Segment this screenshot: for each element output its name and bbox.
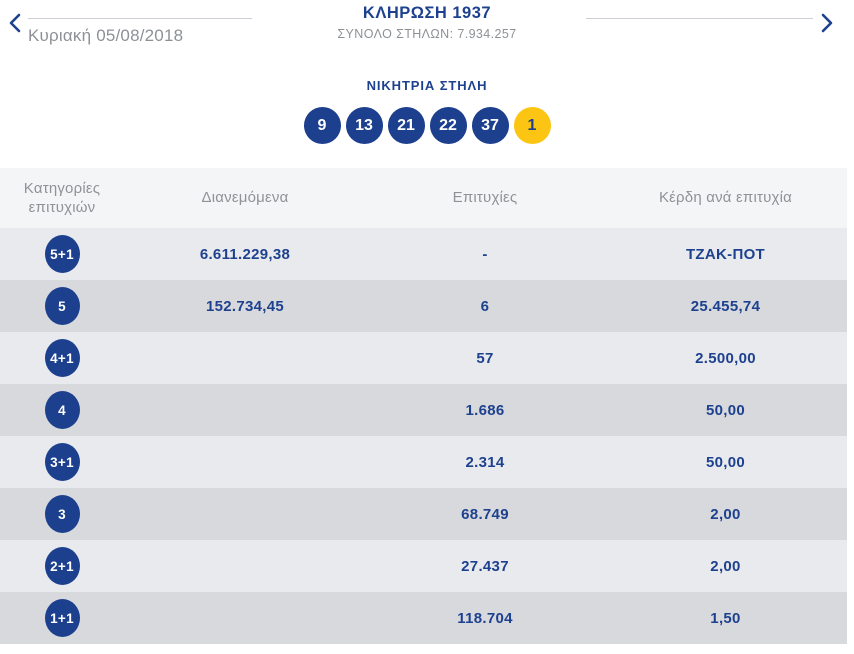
wins-cell: 2.314 (465, 453, 505, 471)
bonus-number-ball: 1 (513, 107, 551, 144)
category-cell: 3+1 (0, 443, 124, 481)
category-badge: 5+1 (44, 235, 80, 273)
prize-cell: 1,50 (710, 609, 741, 627)
winning-number-ball: 37 (471, 107, 509, 144)
prize-cell: 2,00 (710, 557, 741, 575)
category-badge: 3 (44, 495, 80, 533)
wins-cell: 68.749 (461, 505, 509, 523)
prize-cell: 2,00 (710, 505, 741, 523)
category-cell: 4 (0, 391, 124, 429)
category-cell: 2+1 (0, 547, 124, 585)
table-row: 1+1 118.704 1,50 (0, 592, 847, 644)
column-header-prize: Κέρδη ανά επιτυχία (658, 189, 793, 207)
table-row: 3+1 2.314 50,00 (0, 436, 847, 488)
table-row: 5 152.734,45 6 25.455,74 (0, 280, 847, 332)
draw-title: ΚΛΗΡΩΣΗ 1937 (362, 4, 492, 22)
wins-cell: 1.686 (465, 401, 505, 419)
wins-cell: - (482, 245, 488, 263)
category-cell: 3 (0, 495, 124, 533)
table-row: 4+1 57 2.500,00 (0, 332, 847, 384)
winning-number-ball: 13 (345, 107, 383, 144)
wins-cell: 57 (476, 349, 494, 367)
prize-cell: 2.500,00 (695, 349, 756, 367)
category-badge: 5 (44, 287, 80, 325)
category-cell: 5+1 (0, 235, 124, 273)
results-table: Κατηγορίες επιτυχιών Διανεμόμενα Επιτυχί… (0, 168, 847, 644)
winning-numbers: 9 13 21 22 37 1 (0, 107, 854, 144)
category-badge: 3+1 (44, 443, 80, 481)
category-cell: 5 (0, 287, 124, 325)
wins-cell: 118.704 (457, 609, 513, 627)
wins-cell: 6 (480, 297, 490, 315)
distributed-cell: 152.734,45 (205, 297, 285, 315)
winning-number-ball: 22 (429, 107, 467, 144)
category-badge: 4 (44, 391, 80, 429)
wins-cell: 27.437 (461, 557, 509, 575)
prize-cell: ΤΖΑΚ-ΠΟΤ (685, 245, 766, 263)
column-header-category: Κατηγορίες επιτυχιών (23, 179, 101, 217)
winning-column-title: ΝΙΚΗΤΡΙΑ ΣΤΗΛΗ (366, 78, 488, 93)
results-table-body: 5+1 6.611.229,38 - ΤΖΑΚ-ΠΟΤ 5 152.734,45 6 25.4… (0, 228, 847, 644)
table-row: 3 68.749 2,00 (0, 488, 847, 540)
table-row: 2+1 27.437 2,00 (0, 540, 847, 592)
category-badge: 1+1 (44, 599, 80, 637)
previous-draw-button[interactable] (7, 12, 25, 34)
right-divider-line (586, 18, 813, 19)
prize-cell: 50,00 (705, 453, 746, 471)
draw-date: Κυριακή 05/08/2018 (28, 26, 184, 45)
left-divider-line (28, 18, 252, 19)
results-table-header: Κατηγορίες επιτυχιών Διανεμόμενα Επιτυχί… (0, 168, 847, 228)
total-columns-label: ΣΥΝΟΛΟ ΣΤΗΛΩΝ: 7.934.257 (337, 27, 517, 41)
winning-number-ball: 9 (303, 107, 341, 144)
distributed-cell: 6.611.229,38 (199, 245, 291, 263)
table-row: 5+1 6.611.229,38 - ΤΖΑΚ-ΠΟΤ (0, 228, 847, 280)
next-draw-button[interactable] (820, 12, 838, 34)
table-row: 4 1.686 50,00 (0, 384, 847, 436)
prize-cell: 50,00 (705, 401, 746, 419)
winning-number-ball: 21 (387, 107, 425, 144)
draw-navigator: Κυριακή 05/08/2018 ΚΛΗΡΩΣΗ 1937 ΣΥΝΟΛΟ Σ… (0, 0, 854, 64)
column-header-wins: Επιτυχίες (452, 189, 518, 207)
chevron-left-icon (7, 12, 25, 34)
column-header-distributed: Διανεμόμενα (201, 189, 289, 207)
category-badge: 4+1 (44, 339, 80, 377)
prize-cell: 25.455,74 (690, 297, 761, 315)
chevron-right-icon (820, 12, 838, 34)
category-badge: 2+1 (44, 547, 80, 585)
category-cell: 1+1 (0, 599, 124, 637)
category-cell: 4+1 (0, 339, 124, 377)
